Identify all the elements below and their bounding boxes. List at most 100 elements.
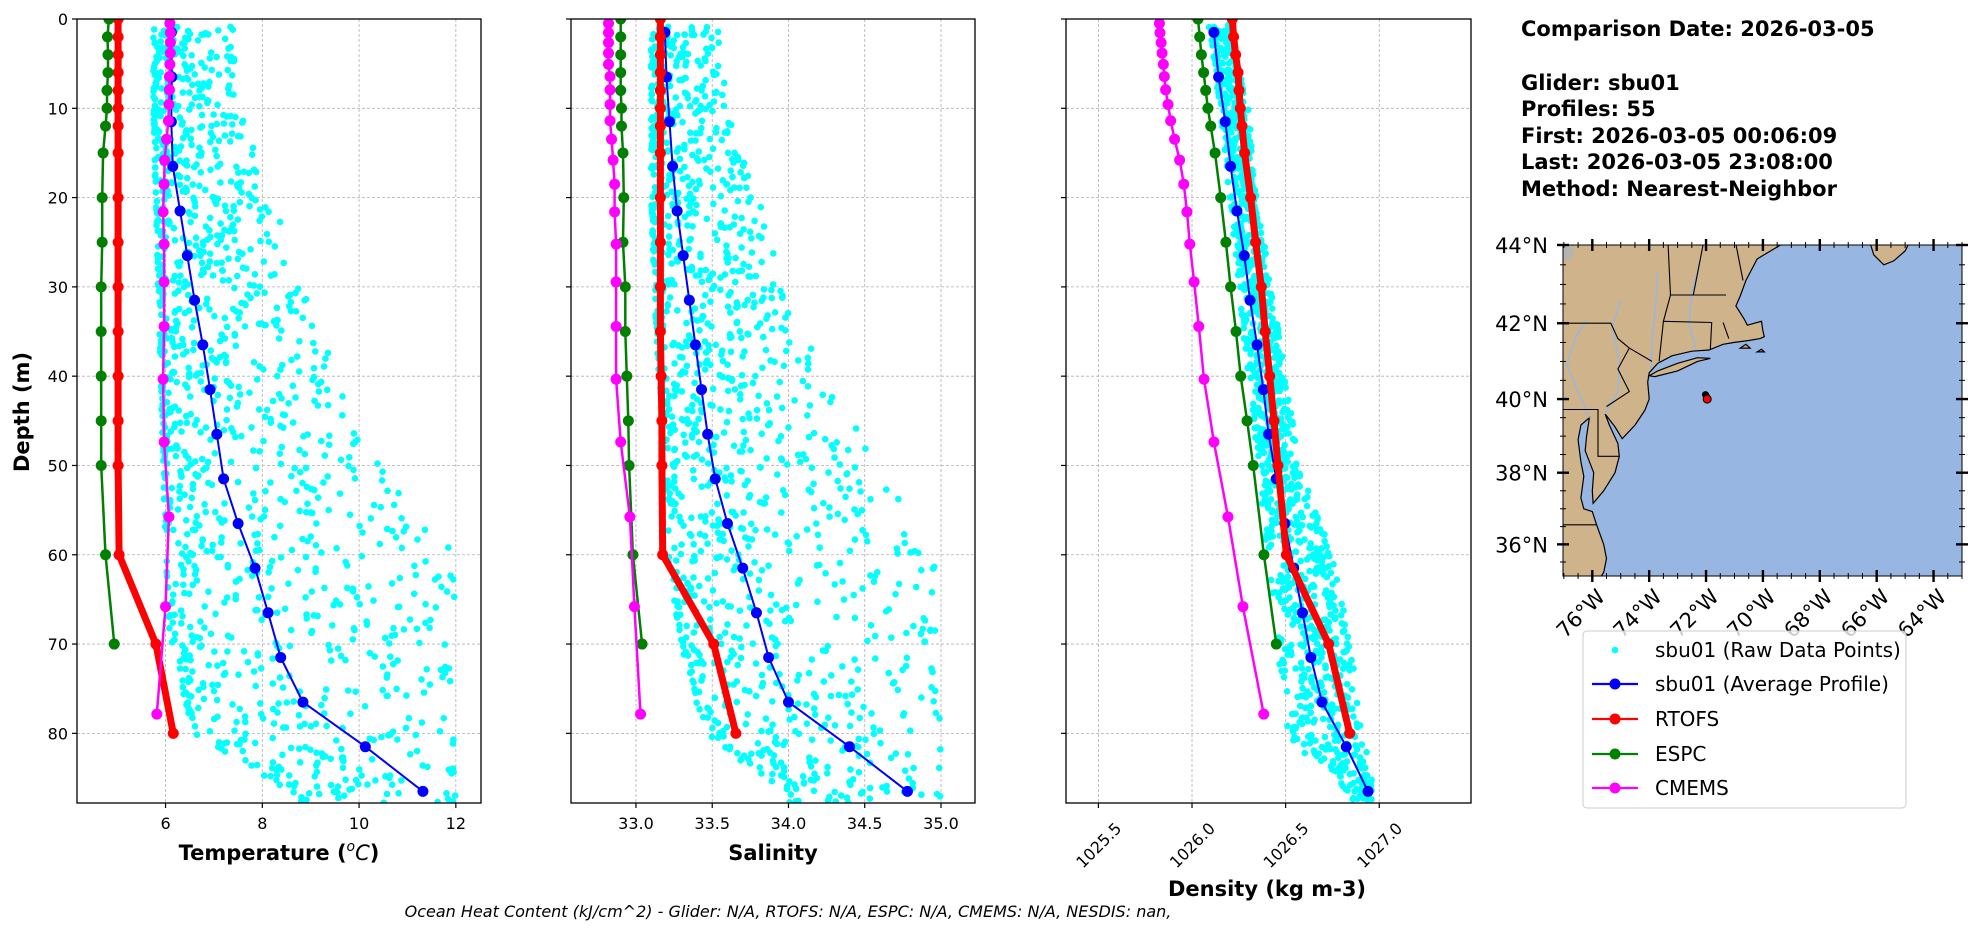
raw-data-point — [394, 603, 402, 611]
raw-data-point — [213, 259, 220, 267]
glider-name: Glider: sbu01 — [1521, 71, 1680, 95]
raw-data-point — [917, 630, 925, 638]
raw-data-point — [830, 445, 837, 453]
raw-data-point — [1262, 536, 1269, 543]
raw-data-point — [280, 259, 288, 267]
raw-data-point — [650, 171, 658, 178]
raw-data-point — [698, 677, 705, 684]
raw-data-point — [1289, 728, 1297, 736]
raw-data-point — [250, 668, 258, 675]
raw-data-point — [233, 163, 240, 171]
raw-data-point — [836, 461, 844, 468]
raw-data-point — [855, 743, 862, 751]
raw-data-point — [1235, 259, 1242, 267]
raw-data-point — [233, 740, 241, 748]
raw-data-point — [150, 34, 157, 42]
raw-data-point — [681, 213, 689, 221]
raw-data-point — [252, 464, 260, 472]
raw-data-point — [712, 341, 720, 349]
raw-data-point — [1327, 569, 1335, 577]
raw-data-point — [837, 485, 844, 492]
raw-data-point — [664, 301, 671, 308]
raw-data-point — [414, 536, 421, 543]
raw-data-point — [186, 106, 193, 113]
glider-profile-marker — [1251, 339, 1263, 351]
raw-data-point — [356, 766, 363, 773]
raw-data-point — [724, 658, 731, 666]
raw-data-point — [647, 46, 655, 53]
raw-data-point — [225, 82, 233, 89]
raw-data-point — [443, 588, 451, 595]
river — [1649, 272, 1659, 370]
raw-data-point — [1283, 688, 1291, 695]
raw-data-point — [318, 701, 325, 709]
raw-data-point — [198, 59, 205, 67]
raw-data-point — [334, 783, 342, 790]
raw-data-point — [279, 684, 287, 691]
raw-data-point — [218, 331, 225, 338]
raw-data-point — [820, 678, 828, 685]
raw-data-point — [651, 184, 659, 191]
raw-data-point — [273, 609, 281, 616]
raw-data-point — [231, 236, 238, 244]
raw-data-point — [723, 464, 730, 472]
raw-data-point — [226, 394, 234, 402]
raw-data-point — [412, 731, 420, 739]
cmems-profile-marker — [160, 601, 172, 613]
raw-data-point — [186, 590, 193, 598]
raw-data-point — [900, 531, 908, 538]
axes-frame — [1065, 18, 1472, 804]
raw-data-point — [787, 791, 795, 798]
raw-data-point — [182, 412, 190, 420]
raw-data-point — [720, 727, 727, 735]
raw-data-point — [220, 120, 228, 127]
raw-data-point — [1228, 129, 1235, 136]
rtofs-profile-marker — [654, 326, 666, 338]
raw-data-point — [285, 400, 292, 407]
raw-data-point — [207, 129, 215, 137]
raw-data-point — [698, 117, 706, 125]
raw-data-point — [270, 720, 278, 727]
raw-data-point — [1251, 424, 1259, 432]
raw-data-point — [867, 496, 874, 503]
raw-data-point — [175, 262, 183, 270]
espc-profile-marker — [95, 326, 107, 338]
raw-data-point — [214, 553, 221, 561]
raw-data-point — [894, 550, 901, 557]
raw-data-point — [736, 448, 744, 455]
raw-data-point — [185, 692, 193, 699]
raw-data-point — [1234, 242, 1241, 249]
cmems-profile-marker — [164, 47, 176, 59]
raw-data-point — [758, 770, 765, 777]
raw-data-point — [858, 507, 866, 514]
raw-data-point — [666, 223, 673, 230]
raw-data-point — [932, 709, 940, 717]
raw-data-point — [232, 595, 239, 603]
raw-data-point — [1363, 772, 1371, 779]
raw-data-point — [695, 148, 703, 155]
raw-data-point — [782, 327, 789, 334]
cmems-profile-marker — [1153, 19, 1165, 29]
raw-data-point — [252, 168, 260, 176]
raw-data-point — [303, 615, 311, 622]
raw-data-point — [296, 446, 303, 454]
river — [1565, 319, 1591, 418]
cmems-profile-marker — [603, 58, 615, 70]
raw-data-point — [665, 233, 673, 240]
espc-profile-marker — [1195, 49, 1207, 61]
raw-data-point — [756, 764, 764, 771]
raw-data-point — [249, 144, 257, 152]
raw-data-point — [216, 337, 224, 345]
raw-data-point — [733, 698, 741, 706]
raw-data-point — [150, 116, 158, 123]
raw-data-point — [794, 451, 802, 459]
raw-data-point — [866, 784, 874, 792]
raw-data-point — [859, 526, 866, 534]
raw-data-point — [313, 762, 320, 769]
raw-data-point — [721, 207, 728, 214]
raw-data-point — [186, 623, 194, 631]
raw-data-point — [805, 433, 813, 441]
raw-data-point — [1291, 733, 1298, 741]
raw-data-point — [383, 790, 391, 798]
raw-data-point — [277, 366, 284, 374]
